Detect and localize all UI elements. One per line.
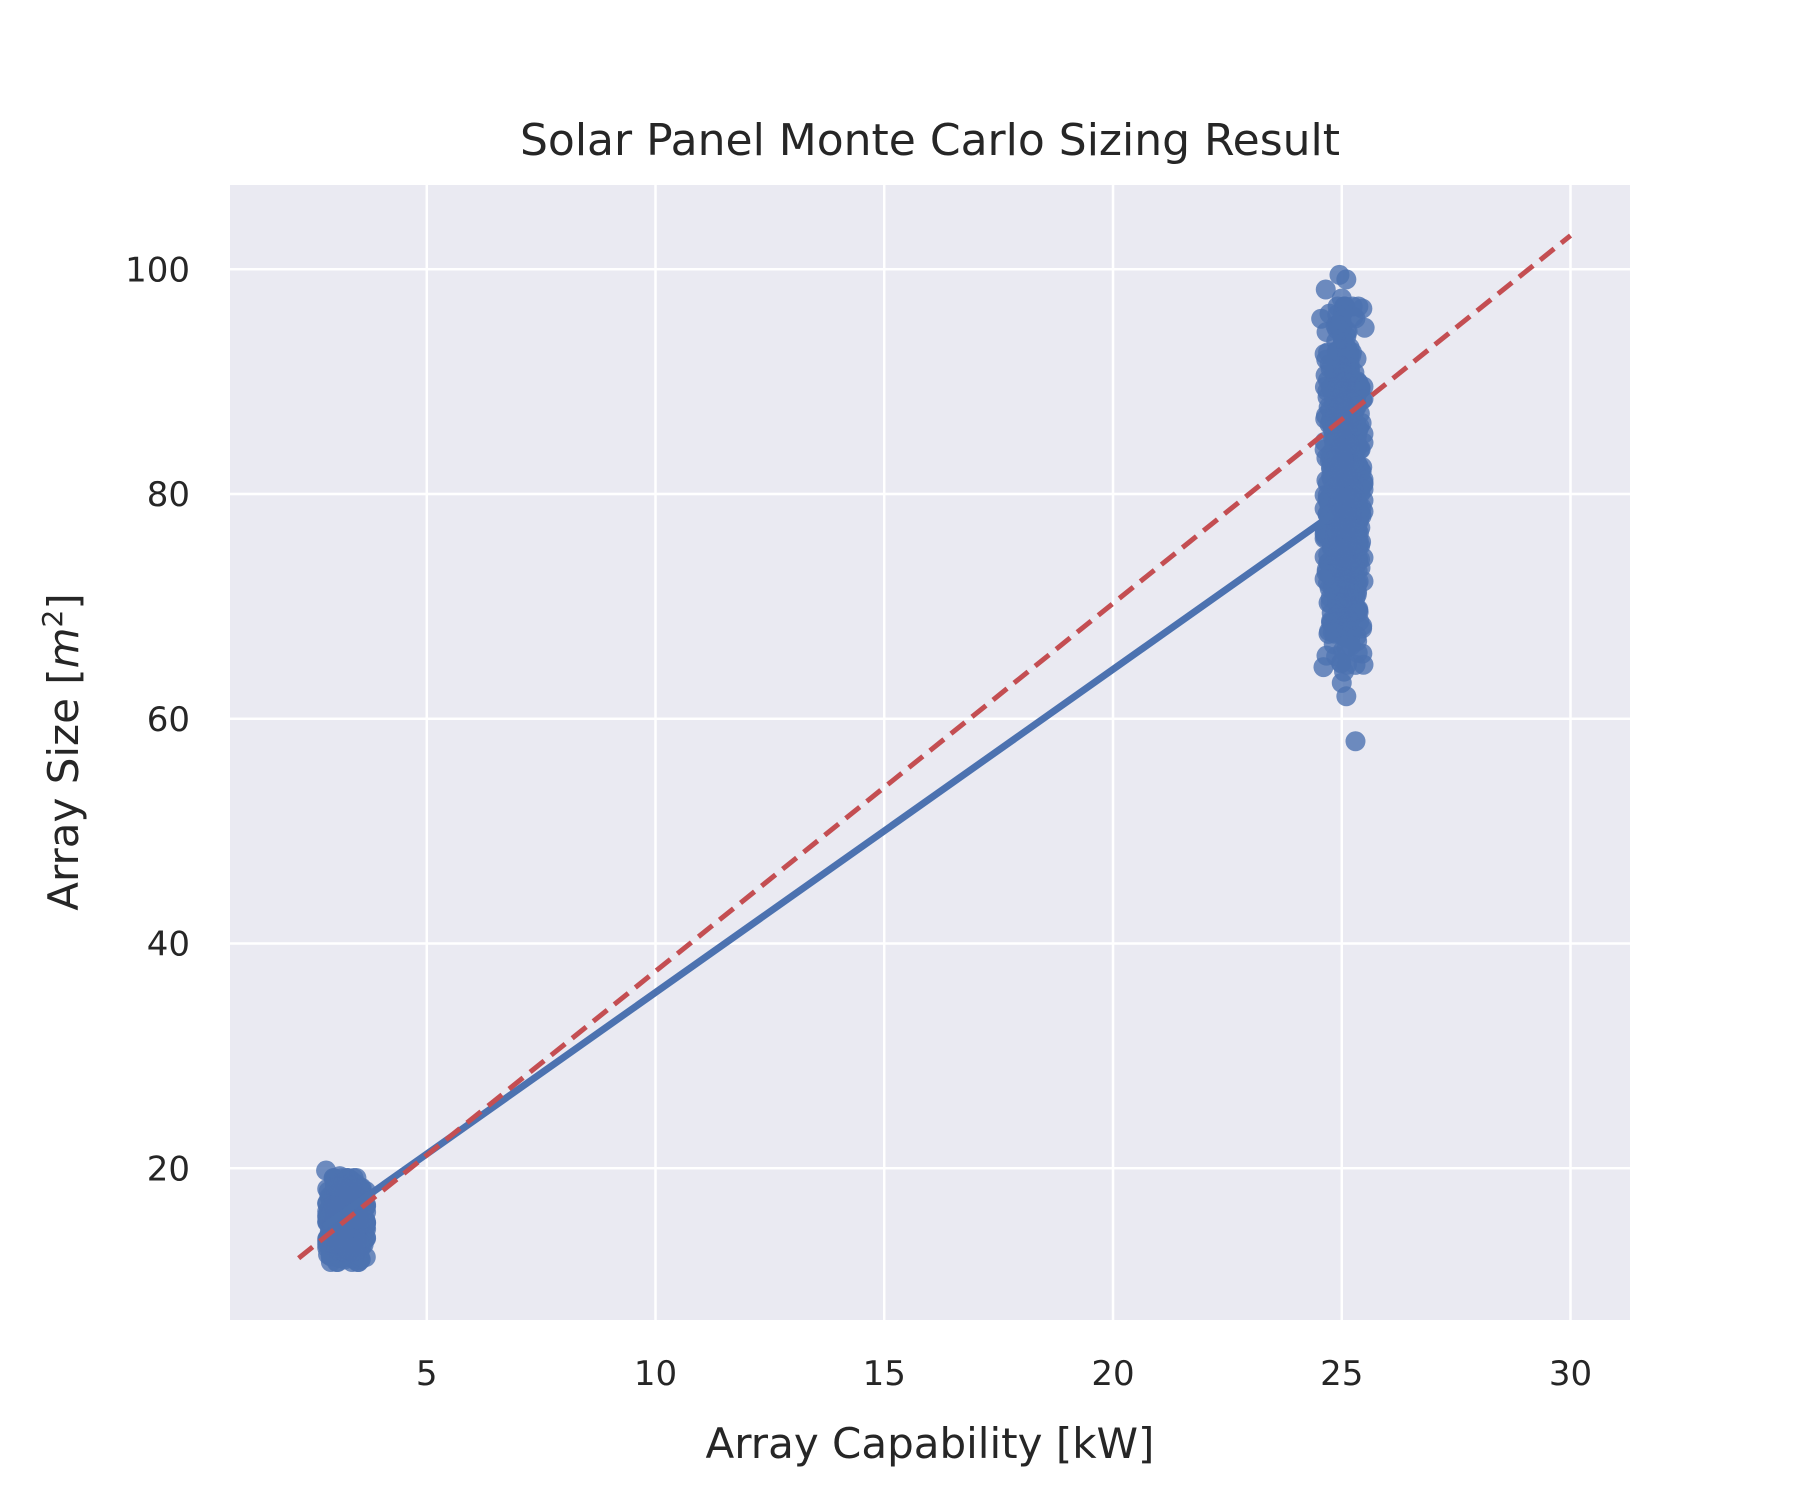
x-tick-label: 10 [634, 1354, 677, 1394]
scatter-point [1348, 536, 1369, 557]
y-tick-label: 60 [147, 700, 190, 740]
scatter-point [1313, 657, 1334, 678]
scatter-point [1338, 588, 1359, 609]
reference-line [297, 233, 1573, 1261]
scatter-point [1331, 518, 1352, 539]
scatter-point [1331, 288, 1352, 309]
x-tick-label: 15 [863, 1354, 906, 1394]
y-tick-label: 40 [147, 925, 190, 965]
scatter-point [1332, 328, 1353, 349]
x-tick-label: 25 [1320, 1354, 1363, 1394]
scatter-point [1345, 731, 1366, 752]
scatter-point [1311, 308, 1332, 329]
y-axis-label-exponent: 2 [36, 610, 69, 628]
y-axis-label-prefix: Array Size [ [39, 668, 88, 910]
y-tick-label: 80 [147, 475, 190, 515]
scatter-point [325, 1176, 346, 1197]
regression-line [321, 511, 1335, 1230]
scatter-point [1344, 362, 1365, 383]
y-tick-labels: 20 40 60 80 100 [125, 250, 190, 1189]
scatter-point [340, 1238, 361, 1259]
x-tick-label: 20 [1091, 1354, 1134, 1394]
x-axis-label: Array Capability [kW] [706, 1419, 1155, 1468]
x-tick-label: 30 [1549, 1354, 1592, 1394]
x-tick-labels: 5 10 15 20 25 30 [416, 1354, 1592, 1394]
scatter-point [1346, 384, 1367, 405]
scatter-point [1354, 317, 1375, 338]
scatter-point [1323, 450, 1344, 471]
chart-lines [297, 233, 1573, 1261]
scatter-point [1324, 362, 1345, 383]
scatter-point [1336, 269, 1357, 290]
y-axis-label: Array Size [m2] [36, 593, 89, 911]
scatter-point [1336, 686, 1357, 707]
chart-title: Solar Panel Monte Carlo Sizing Result [520, 115, 1340, 166]
scatter-point [1329, 616, 1350, 637]
scatter-point [1317, 381, 1338, 402]
scatter-point [1352, 298, 1373, 319]
y-tick-label: 100 [125, 250, 190, 290]
y-axis-label-variable: m [39, 627, 88, 668]
scatter-point [1345, 488, 1366, 509]
scatter-point [1343, 460, 1364, 481]
y-tick-label: 20 [147, 1149, 190, 1189]
scatter-point [1315, 279, 1336, 300]
scatter-points [316, 264, 1375, 1273]
y-axis-label-suffix: ] [39, 593, 88, 609]
x-tick-label: 5 [416, 1354, 438, 1394]
scatter-point [1337, 343, 1358, 364]
scatter-point [1347, 435, 1368, 456]
